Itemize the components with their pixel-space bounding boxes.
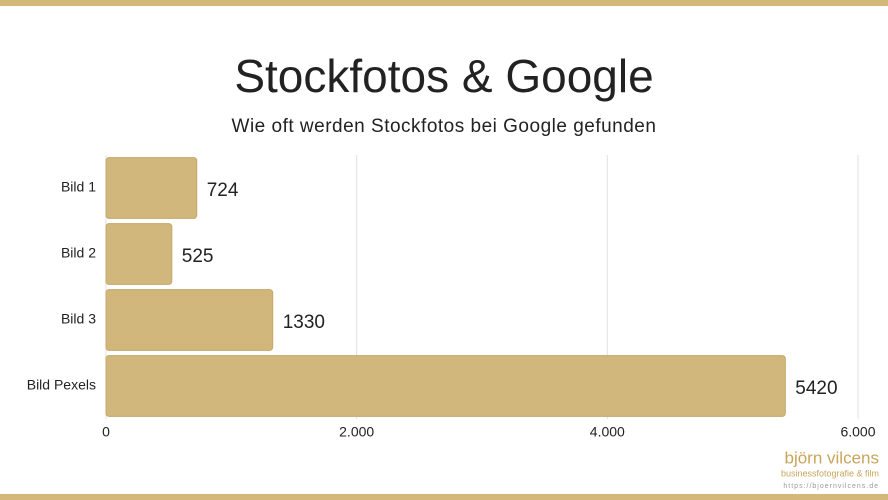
value-label: 525 [182, 246, 214, 267]
value-label: 1330 [283, 312, 325, 333]
bar [105, 355, 786, 417]
value-label: 5420 [795, 378, 837, 399]
y-tick-label: Bild Pexels [27, 377, 96, 393]
x-tick-label: 0 [102, 424, 110, 440]
top-border [0, 0, 888, 6]
brand-tagline: businessfotografie & film [781, 468, 879, 478]
x-tick-label: 4.000 [590, 424, 625, 440]
bottom-border [0, 494, 888, 500]
x-tick-label: 6.000 [840, 424, 875, 440]
bar [105, 289, 274, 351]
y-tick-label: Bild 1 [61, 179, 96, 195]
bar [105, 157, 198, 219]
chart-subtitle: Wie oft werden Stockfotos bei Google gef… [232, 116, 657, 137]
y-tick-label: Bild 2 [61, 245, 96, 261]
brand-name: björn vilcens [785, 448, 880, 467]
brand-url: https://bjoernvilcens.de [783, 483, 879, 490]
bar [105, 223, 173, 285]
chart-title: Stockfotos & Google [234, 50, 653, 102]
y-tick-label: Bild 3 [61, 311, 96, 327]
value-label: 724 [207, 180, 239, 201]
x-tick-label: 2.000 [339, 424, 374, 440]
